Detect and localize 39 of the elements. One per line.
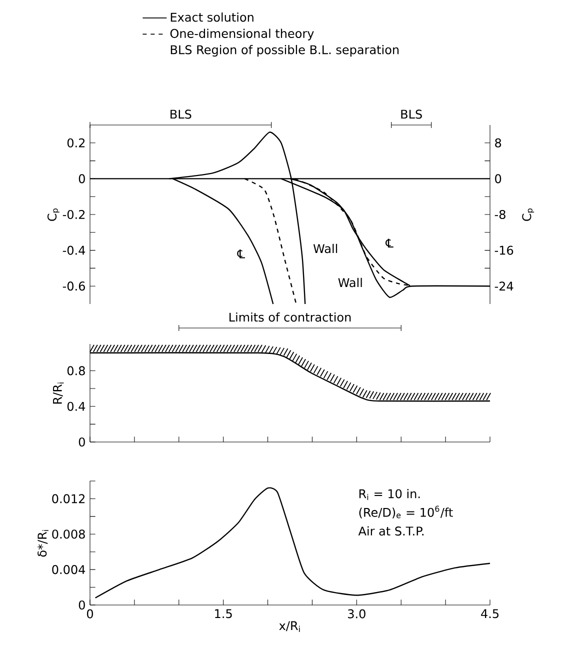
y-tick-label: -0.6 [62, 282, 85, 291]
y2-axis-title: C$_{p}$ [522, 208, 534, 221]
x-tick-label: 1.5 [215, 609, 232, 618]
x-tick-label: 4.5 [481, 609, 498, 618]
annotation: Air at S.T.P. [358, 526, 424, 536]
text: BLS Region of possible B.L. separation [170, 44, 399, 57]
annotation: ℄ [237, 250, 245, 258]
y-tick-label: -0.4 [62, 246, 86, 255]
legend-label: One-dimensional theory [170, 28, 314, 40]
y2-tick-label: 8 [495, 138, 502, 148]
annotation: (Re/D)$_{e}$ = 10$^{6}$/ft [359, 506, 453, 518]
text: BLS [401, 110, 422, 119]
y2-tick-label: -16 [494, 246, 514, 255]
y-tick-label: 0 [78, 174, 85, 184]
annotation: ℄ [385, 238, 394, 248]
y-tick-label: 0.4 [67, 402, 86, 411]
y-tick-label: 0 [78, 437, 85, 447]
annotation: R$_{i}$ = 10 in. [359, 488, 420, 500]
y-tick-label: 0.2 [67, 138, 85, 148]
annotation: Wall [338, 278, 362, 288]
y2-tick-label: -24 [494, 282, 514, 291]
x-tick-label: 3.0 [348, 609, 366, 618]
legend-label: Exact solution [170, 12, 254, 22]
y-tick-label: 0.012 [52, 494, 85, 504]
y-axis-title: R/R$_{i}$ [53, 382, 64, 404]
x-axis-title: x/R$_{i}$ [279, 621, 300, 632]
annotation: Wall [313, 244, 338, 254]
y-tick-label: -0.2 [62, 210, 85, 220]
y-axis-title: C$_{p}$ [47, 208, 60, 221]
y2-tick-label: 0 [495, 174, 502, 184]
y-tick-label: 0.008 [52, 530, 85, 539]
y2-tick-label: -8 [494, 210, 506, 220]
y-tick-label: 0.8 [67, 366, 85, 376]
text: BLS [170, 110, 192, 119]
y-tick-label: 0 [78, 600, 85, 610]
y-tick-label: 0.004 [52, 565, 86, 574]
y-axis-title: δ*/R$_{i}$ [38, 530, 48, 557]
x-tick-label: 0 [86, 609, 94, 618]
text: Limits of contraction [230, 312, 351, 322]
